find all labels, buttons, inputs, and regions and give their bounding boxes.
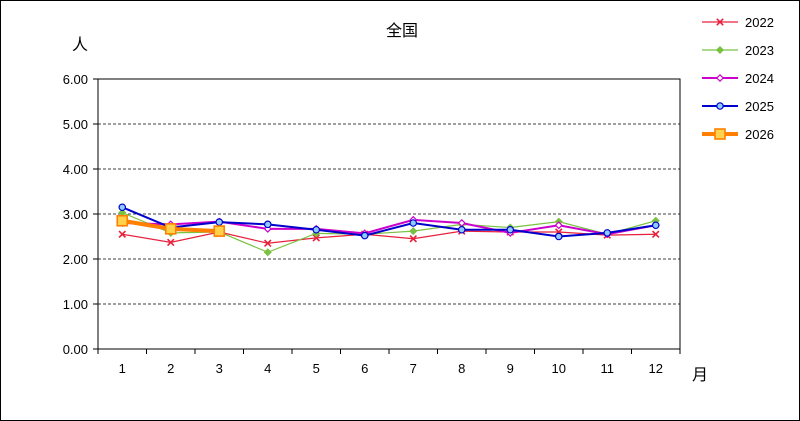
data-point	[506, 225, 515, 234]
y-tick-label: 1.00	[63, 297, 88, 312]
data-point	[312, 234, 321, 242]
data-point	[715, 73, 725, 83]
legend-item-2025: 2025	[702, 99, 774, 114]
legend-label: 2022	[745, 15, 774, 30]
x-tick-label: 7	[410, 361, 417, 376]
data-point	[651, 230, 660, 239]
x-tick-label: 1	[119, 361, 126, 376]
legend-item-2023: 2023	[702, 43, 774, 58]
data-point	[263, 248, 272, 257]
data-point	[263, 239, 272, 248]
y-axis-unit-label: 人	[72, 36, 88, 54]
series-line	[121, 206, 656, 238]
gridlines	[98, 123, 680, 305]
data-point	[554, 232, 563, 241]
series-line	[122, 230, 656, 244]
y-tick-label: 5.00	[63, 117, 88, 132]
chart-title: 全国	[386, 22, 418, 40]
data-point	[651, 221, 660, 230]
y-axis-ticks: 0.00 1.00 2.00 3.00 4.00 5.00 6.00	[63, 72, 98, 357]
series-2026	[116, 214, 226, 237]
data-point	[166, 238, 175, 247]
data-point	[312, 225, 321, 234]
data-point	[409, 234, 418, 243]
x-tick-label: 3	[216, 361, 223, 376]
data-point	[715, 45, 725, 55]
data-point	[409, 219, 418, 227]
x-axis-ticks: 1 2 3 4 5 6 7 8 9 10 11 12	[97, 349, 681, 376]
x-tick-label: 8	[458, 361, 465, 376]
legend-label: 2023	[745, 43, 774, 58]
data-point	[716, 102, 724, 110]
x-tick-label: 5	[313, 361, 320, 376]
x-tick-label: 11	[601, 361, 615, 376]
data-point	[116, 214, 129, 227]
y-tick-label: 6.00	[63, 72, 88, 87]
legend-item-2024: 2024	[702, 71, 774, 86]
data-point	[263, 220, 272, 229]
data-point	[716, 18, 724, 26]
data-point	[554, 221, 563, 230]
data-point	[457, 225, 466, 234]
series-group	[116, 203, 660, 257]
x-tick-label: 9	[507, 361, 514, 376]
x-tick-label: 12	[649, 361, 663, 376]
x-tick-label: 6	[361, 361, 368, 376]
x-tick-label: 10	[552, 361, 566, 376]
data-point	[118, 203, 127, 212]
legend: 2022 2023 2024 2025 2026	[702, 15, 774, 142]
y-tick-label: 0.00	[63, 342, 88, 357]
data-point	[213, 225, 226, 237]
y-tick-label: 2.00	[63, 252, 88, 267]
legend-label: 2024	[745, 71, 774, 86]
data-point	[714, 128, 726, 140]
x-tick-label: 2	[167, 361, 174, 376]
data-point	[603, 229, 612, 237]
data-point	[409, 227, 418, 236]
legend-item-2026: 2026	[702, 127, 774, 142]
legend-item-2022: 2022	[702, 15, 774, 30]
y-tick-label: 3.00	[63, 207, 88, 222]
legend-label: 2025	[745, 99, 774, 114]
data-point	[215, 218, 224, 226]
data-point	[118, 230, 127, 239]
data-point	[360, 231, 369, 240]
data-point	[164, 223, 177, 235]
x-tick-label: 4	[264, 361, 271, 376]
legend-label: 2026	[745, 127, 774, 142]
x-axis-unit-label: 月	[692, 367, 708, 384]
y-tick-label: 4.00	[63, 162, 88, 177]
